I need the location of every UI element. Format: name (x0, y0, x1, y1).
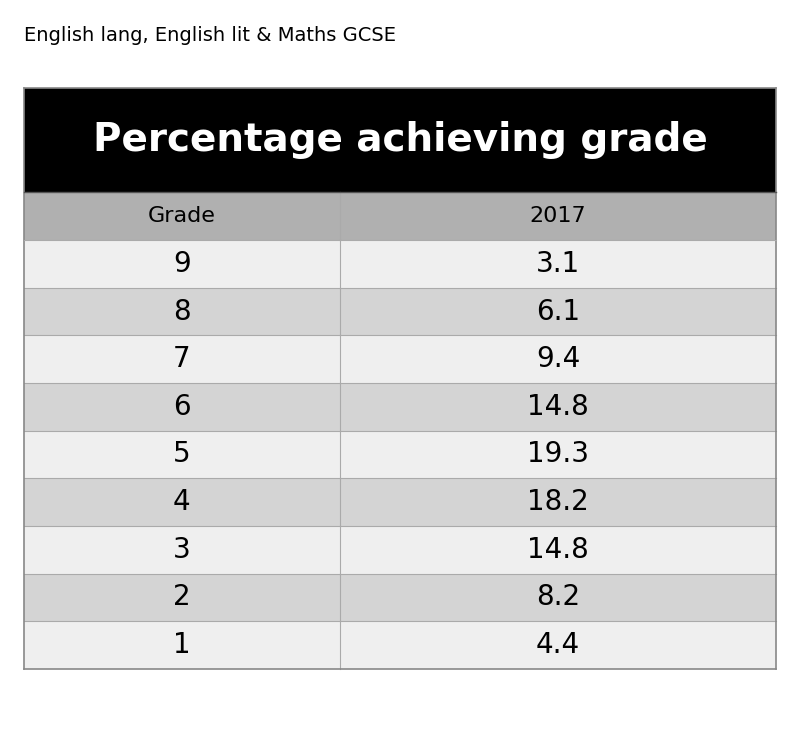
Text: 8: 8 (173, 298, 190, 325)
Bar (24, 383, 776, 431)
Text: 2017: 2017 (530, 206, 586, 227)
Bar (24, 526, 776, 574)
Text: 7: 7 (173, 345, 190, 374)
Bar (24, 288, 776, 336)
Text: 2: 2 (173, 583, 190, 611)
Text: 19.3: 19.3 (527, 441, 589, 469)
Text: 5: 5 (173, 441, 190, 469)
Text: 18.2: 18.2 (527, 488, 589, 516)
Text: 1: 1 (173, 631, 190, 659)
Text: 14.8: 14.8 (527, 536, 589, 564)
Text: 3.1: 3.1 (536, 250, 580, 278)
Text: Grade: Grade (148, 206, 216, 227)
Text: 6.1: 6.1 (536, 298, 580, 325)
Text: 4.4: 4.4 (536, 631, 580, 659)
Text: English lang, English lit & Maths GCSE: English lang, English lit & Maths GCSE (24, 26, 396, 45)
Text: 6: 6 (173, 393, 190, 421)
Text: 4: 4 (173, 488, 190, 516)
Bar (24, 336, 776, 383)
Bar (24, 621, 776, 669)
Bar (24, 240, 776, 288)
Text: 3: 3 (173, 536, 190, 564)
Text: Percentage achieving grade: Percentage achieving grade (93, 121, 707, 159)
Bar (24, 478, 776, 526)
Bar (24, 192, 776, 240)
Text: 8.2: 8.2 (536, 583, 580, 611)
Text: 9: 9 (173, 250, 190, 278)
Bar (24, 88, 776, 192)
Text: 14.8: 14.8 (527, 393, 589, 421)
Text: 9.4: 9.4 (536, 345, 580, 374)
Bar (24, 431, 776, 478)
Bar (24, 574, 776, 621)
